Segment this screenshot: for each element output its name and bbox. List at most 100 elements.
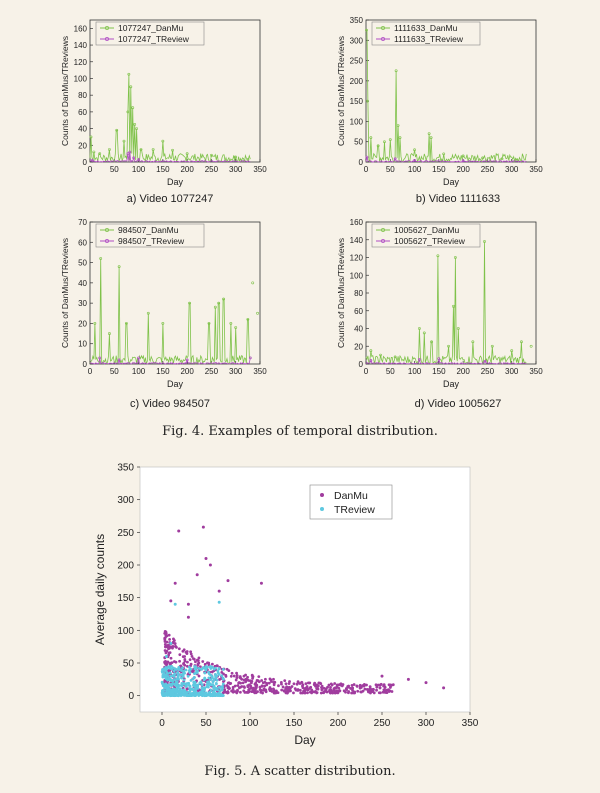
- treview-point: [221, 682, 225, 686]
- treview-point: [209, 673, 213, 677]
- danmu-point: [287, 685, 291, 689]
- series-point: [185, 358, 189, 362]
- series-point: [92, 150, 96, 154]
- danmu-point: [270, 690, 274, 693]
- danmu-point: [228, 686, 231, 690]
- danmu-point: [226, 579, 230, 583]
- danmu-point: [320, 688, 324, 692]
- treview-point: [174, 693, 178, 697]
- series-point: [429, 136, 433, 140]
- x-tick-label: 0: [159, 718, 165, 729]
- legend-label: 984507_TReview: [118, 236, 185, 246]
- danmu-point: [229, 682, 233, 685]
- danmu-point: [368, 685, 372, 688]
- series-point: [161, 139, 165, 143]
- danmu-point: [281, 685, 285, 689]
- danmu-point: [327, 683, 331, 687]
- danmu-point: [164, 645, 168, 649]
- danmu-point: [224, 673, 228, 677]
- series-point: [369, 136, 373, 140]
- danmu-point: [268, 677, 272, 681]
- x-tick-label: 100: [132, 165, 146, 174]
- danmu-point: [185, 687, 189, 691]
- danmu-point: [235, 671, 238, 675]
- y-tick-label: 150: [350, 97, 364, 106]
- danmu-point: [305, 687, 308, 690]
- danmu-point: [259, 688, 263, 692]
- y-tick-label: 80: [354, 289, 363, 298]
- treview-point: [202, 678, 206, 682]
- series-point: [185, 152, 189, 156]
- y-tick-label: 100: [117, 626, 134, 637]
- y-axis-label: Counts of DanMus/TReviews: [336, 238, 346, 348]
- legend-box: [371, 223, 481, 248]
- treview-point: [167, 676, 171, 680]
- danmu-point: [336, 689, 340, 693]
- series-point: [396, 124, 400, 127]
- treview-point: [176, 675, 180, 679]
- danmu-point: [208, 563, 212, 567]
- danmu-point: [171, 646, 174, 650]
- treview-point: [217, 685, 221, 689]
- y-tick-label: 120: [350, 254, 364, 263]
- series-line-treview: [365, 358, 527, 365]
- danmu-point: [239, 685, 242, 689]
- danmu-point: [250, 673, 254, 677]
- danmu-point: [313, 690, 317, 694]
- danmu-point: [276, 691, 280, 695]
- danmu-point: [197, 674, 201, 678]
- series-point: [210, 153, 213, 157]
- treview-point: [196, 684, 200, 688]
- treview-point: [169, 694, 173, 698]
- series-point: [234, 326, 238, 329]
- danmu-point: [163, 649, 167, 652]
- danmu-point: [320, 684, 324, 688]
- danmu-point: [173, 581, 177, 585]
- treview-point: [192, 680, 196, 684]
- danmu-point: [233, 684, 237, 688]
- series-line-danmu: [89, 258, 251, 366]
- series-point: [500, 157, 504, 161]
- treview-point: [220, 674, 224, 678]
- danmu-point: [249, 685, 253, 689]
- series-point: [122, 139, 126, 143]
- series-point: [520, 340, 523, 344]
- series-line-treview: [365, 157, 527, 163]
- danmu-point: [424, 681, 428, 685]
- treview-point: [214, 675, 218, 678]
- treview-point: [187, 665, 191, 669]
- y-axis-label: Average daily counts: [93, 534, 107, 645]
- treview-point: [163, 686, 167, 690]
- series-point: [229, 322, 233, 325]
- x-tick-label: 300: [418, 718, 435, 729]
- x-tick-label: 250: [205, 367, 219, 376]
- treview-point: [190, 694, 194, 697]
- series-point: [436, 254, 440, 258]
- subcaption-c: c) Video 984507: [130, 398, 210, 410]
- series-point: [91, 158, 94, 162]
- y-tick-label: 140: [350, 236, 364, 245]
- danmu-point: [390, 690, 394, 693]
- treview-point: [218, 689, 222, 693]
- danmu-point: [351, 688, 354, 692]
- danmu-point: [203, 662, 207, 666]
- danmu-point: [290, 685, 294, 688]
- treview-point: [161, 684, 165, 688]
- legend-marker: [105, 37, 109, 41]
- treview-point: [215, 678, 219, 682]
- danmu-point: [298, 688, 302, 692]
- treview-point: [161, 673, 165, 677]
- scatter-plot: 0 50 100 150 200 250 300 350 0 50 100 150 200 250 300 3…: [93, 463, 479, 748]
- series-point: [131, 106, 135, 110]
- y-tick-label: 40: [78, 125, 87, 134]
- y-axis-label: Counts of DanMus/TReviews: [60, 238, 70, 348]
- danmu-point: [387, 689, 391, 693]
- series-point: [529, 344, 533, 348]
- treview-point: [177, 694, 180, 698]
- treview-point: [190, 687, 194, 691]
- x-axis-label: Day: [443, 177, 460, 187]
- legend-label: 1005627_DanMu: [394, 225, 459, 235]
- treview-point: [165, 667, 169, 671]
- danmu-point: [189, 662, 193, 666]
- series-line-danmu: [366, 29, 527, 164]
